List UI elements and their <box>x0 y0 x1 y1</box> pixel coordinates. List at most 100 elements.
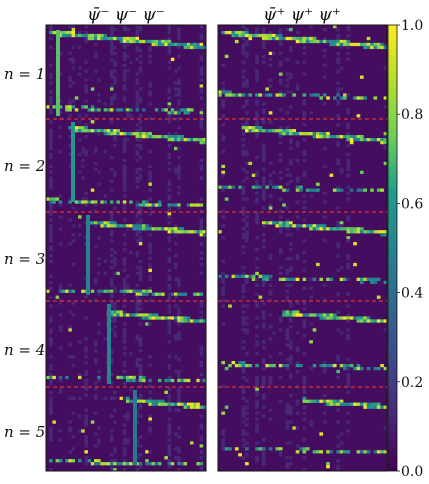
heatmap-cell <box>71 447 76 451</box>
heatmap-cell <box>113 143 117 148</box>
heatmap-cell <box>74 126 79 130</box>
heatmap-cell <box>167 295 172 299</box>
heatmap-cell <box>49 212 53 216</box>
heatmap-cell <box>292 426 297 430</box>
heatmap-cell <box>100 289 104 293</box>
heatmap-cell <box>68 114 72 118</box>
heatmap-cell <box>177 203 181 207</box>
heatmap-cell <box>359 319 364 323</box>
heatmap-cell <box>245 453 249 457</box>
heatmap-cell <box>278 185 283 189</box>
heatmap-cell <box>278 221 283 225</box>
heatmap-cell <box>288 72 293 76</box>
heatmap-cell <box>241 69 246 73</box>
heatmap-cell <box>167 378 172 383</box>
heatmap-cell <box>138 399 143 403</box>
heatmap-cell <box>151 203 156 207</box>
heatmap-cell <box>49 337 53 341</box>
heatmap-cell <box>343 42 347 47</box>
heatmap-cell <box>196 405 200 409</box>
heatmap-cell <box>255 426 259 430</box>
heatmap-cell <box>196 203 200 207</box>
heatmap-cell <box>97 99 101 103</box>
heatmap-cell <box>180 292 184 296</box>
heatmap-cell <box>339 432 344 436</box>
heatmap-cell <box>199 378 204 383</box>
heatmap-cell <box>356 42 361 47</box>
heatmap-cell <box>58 375 63 380</box>
heatmap-cell <box>110 352 114 356</box>
heatmap-cell <box>349 316 354 320</box>
heatmap-cell <box>302 132 307 136</box>
heatmap-cell <box>255 170 259 174</box>
heatmap-cell <box>319 135 324 139</box>
heatmap-cell <box>349 363 354 368</box>
heatmap-cell <box>129 378 133 383</box>
heatmap-cell <box>353 402 357 406</box>
heatmap-cell <box>272 363 276 368</box>
heatmap-cell <box>177 313 181 317</box>
heatmap-cell <box>158 203 162 207</box>
heatmap-cell <box>292 36 297 41</box>
heatmap-cell <box>199 218 204 222</box>
heatmap-cell <box>84 438 88 442</box>
heatmap-cell <box>129 462 133 466</box>
heatmap-cell <box>167 60 172 64</box>
heatmap-cell <box>346 158 351 163</box>
heatmap-cell <box>135 295 140 299</box>
heatmap-cell <box>261 381 266 386</box>
heatmap-cell <box>245 51 249 56</box>
heatmap-cell <box>238 33 242 38</box>
heatmap-cell <box>349 135 354 139</box>
heatmap-cell <box>135 462 140 466</box>
heatmap-cell <box>258 295 263 299</box>
heatmap-cell <box>359 96 364 100</box>
heatmap-cell <box>326 132 330 136</box>
heatmap-cell <box>221 63 226 67</box>
heatmap-cell <box>359 277 364 281</box>
heatmap-cell <box>186 137 191 142</box>
heatmap-cell <box>135 129 140 133</box>
heatmap-cell <box>135 108 140 112</box>
heatmap-cell <box>94 36 98 41</box>
heatmap-cell <box>288 340 293 344</box>
heatmap-cell <box>58 99 63 103</box>
heatmap-cell <box>255 301 259 305</box>
heatmap-cell <box>78 414 82 418</box>
heatmap-cell <box>94 393 98 397</box>
heatmap-cell <box>78 45 82 50</box>
heatmap-cell <box>148 384 152 389</box>
heatmap-cell <box>363 230 368 234</box>
heatmap-cell <box>49 429 53 433</box>
heatmap-cell <box>126 227 130 231</box>
heatmap-cell <box>158 378 162 383</box>
heatmap-cell <box>278 30 283 35</box>
heatmap-cell <box>148 93 152 97</box>
heatmap-cell <box>336 57 340 61</box>
heatmap-cell <box>100 36 104 41</box>
heatmap-cell <box>245 30 249 35</box>
heatmap-cell <box>58 33 63 38</box>
heatmap-cell <box>81 200 85 204</box>
heatmap-cell <box>132 378 136 383</box>
heatmap-cell <box>46 197 50 201</box>
heatmap-cell <box>138 444 143 448</box>
heatmap-cell <box>113 304 117 308</box>
heatmap-cell <box>97 378 101 383</box>
heatmap-cell <box>346 328 351 332</box>
heatmap-cell <box>322 399 327 403</box>
heatmap-cell <box>346 132 351 136</box>
heatmap-cell <box>245 102 249 106</box>
heatmap-cell <box>164 108 168 112</box>
heatmap-cell <box>113 135 117 139</box>
heatmap-cell <box>234 30 239 35</box>
heatmap-cell <box>336 81 340 85</box>
heatmap-cell <box>285 111 290 115</box>
heatmap-cell <box>339 42 344 47</box>
heatmap-cell <box>129 375 133 380</box>
heatmap-cell <box>221 286 226 290</box>
heatmap-cell <box>199 233 204 237</box>
heatmap-cell <box>183 402 188 406</box>
heatmap-cell <box>177 337 181 341</box>
heatmap-cell <box>186 203 191 207</box>
